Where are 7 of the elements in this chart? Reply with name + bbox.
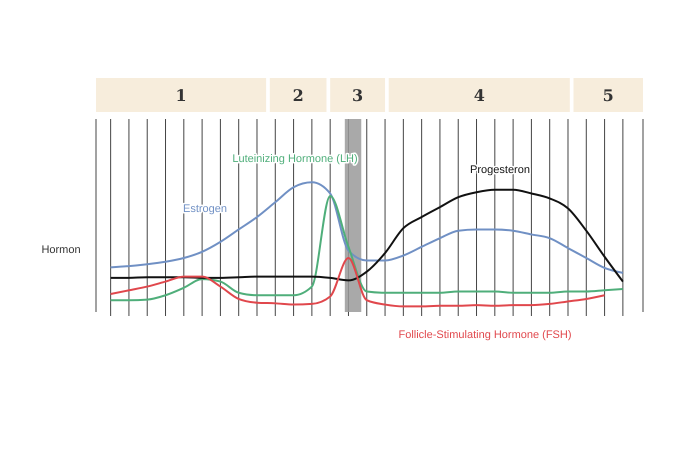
text: 2	[292, 86, 304, 105]
text: 5	[602, 86, 614, 105]
text: 4	[474, 86, 485, 105]
text: 1	[176, 86, 187, 105]
text: Follicle-Stimulating Hormone (FSH)	[398, 329, 572, 341]
text: 3	[352, 86, 364, 105]
y-axis-title: Hormon	[41, 244, 81, 256]
